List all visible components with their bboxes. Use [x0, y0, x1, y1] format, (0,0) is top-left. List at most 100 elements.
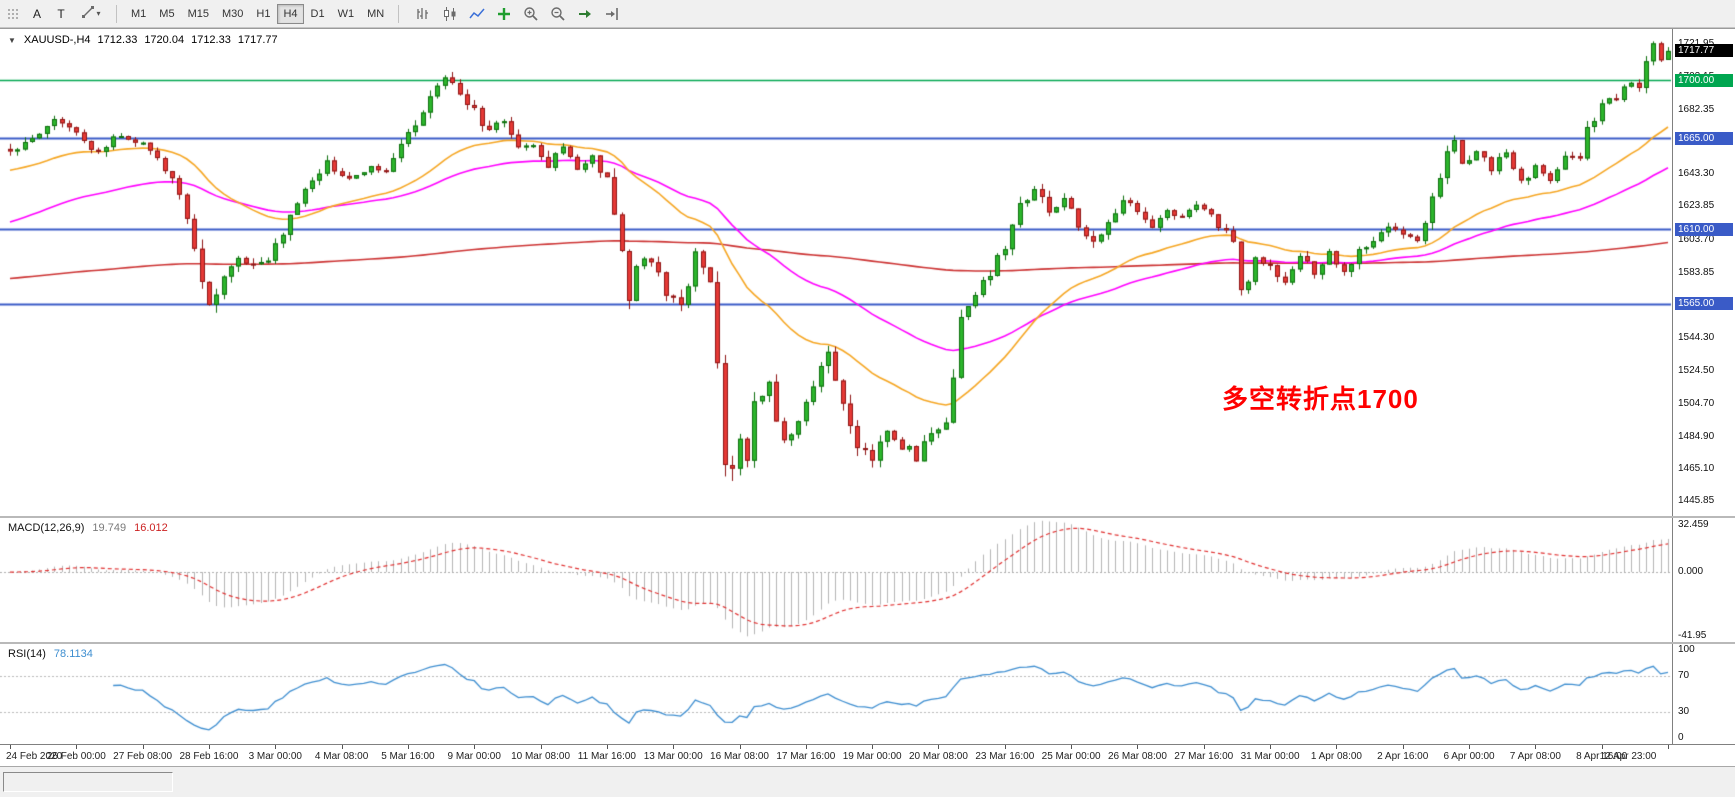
rsi-axis-label: 30 [1678, 706, 1690, 718]
timeframe-m1-button[interactable]: M1 [125, 4, 152, 24]
time-axis-tick [938, 745, 939, 749]
rsi-value: 78.1134 [53, 648, 93, 660]
time-axis-label: 3 Mar 00:00 [248, 751, 302, 762]
symbol-label: XAUUSD-,H4 [23, 34, 91, 46]
rsi-header: RSI(14) 78.1134 [8, 648, 93, 660]
time-axis-label: 4 Mar 08:00 [314, 751, 369, 762]
time-axis-tick [806, 745, 807, 749]
price-level-badge: 1610.00 [1675, 222, 1733, 236]
panel-splitter[interactable] [0, 642, 1735, 644]
main-chart-panel: ▼ XAUUSD-,H4 1712.33 1720.04 1712.33 171… [0, 29, 1735, 516]
time-axis-tick [1204, 745, 1205, 749]
macd-label: MACD(12,26,9) [8, 522, 85, 534]
timeframe-d1-button[interactable]: D1 [305, 4, 331, 24]
time-axis-tick [474, 745, 475, 749]
time-axis-tick [541, 745, 542, 749]
timeframe-m30-button[interactable]: M30 [216, 4, 249, 24]
time-axis-label: 7 Apr 08:00 [1509, 751, 1561, 762]
rsi-axis[interactable]: 100 70 30 0 [1672, 644, 1735, 744]
toolbar-separator [398, 4, 400, 23]
trendline-icon [81, 5, 95, 22]
line-chart-icon[interactable] [465, 2, 489, 26]
price-tick-label: 1465.10 [1678, 463, 1715, 475]
zoom-out-icon[interactable] [546, 2, 570, 26]
open-value: 1712.33 [97, 34, 138, 46]
time-axis-label: 10 Mar 08:00 [511, 751, 571, 762]
time-axis-tick [275, 745, 276, 749]
time-axis-tick [740, 745, 741, 749]
time-axis-tick [143, 745, 144, 749]
timeframe-h4-button[interactable]: H4 [277, 3, 304, 24]
candlestick-chart-icon[interactable] [438, 2, 462, 26]
high-value: 1720.04 [144, 34, 185, 46]
time-axis-tick [1336, 745, 1337, 749]
rsi-axis-label: 70 [1678, 669, 1690, 681]
time-axis-tick [408, 745, 409, 749]
price-level-badge: 1700.00 [1675, 73, 1733, 87]
price-tick-label: 1524.50 [1678, 365, 1715, 377]
timeframe-group: M1 M5 M15 M30 H1 H4 D1 W1 MN [125, 3, 390, 24]
time-axis-tick [607, 745, 608, 749]
time-axis-label: 13 Mar 00:00 [643, 751, 703, 762]
panel-splitter[interactable] [0, 516, 1735, 518]
time-axis-tick [1668, 745, 1669, 749]
collapse-panel-icon[interactable]: ▼ [8, 35, 16, 45]
time-axis-tick [1403, 745, 1404, 749]
rsi-axis-label: 0 [1678, 732, 1684, 743]
zoom-in-icon[interactable] [519, 2, 543, 26]
timeframe-mn-button[interactable]: MN [361, 4, 390, 24]
indicators-icon[interactable] [492, 2, 516, 26]
timeframe-w1-button[interactable]: W1 [332, 4, 361, 24]
time-axis-tick [1137, 745, 1138, 749]
chart-annotation-text[interactable]: 多空转折点1700 [1222, 384, 1419, 414]
toolbar-right-icons [411, 2, 624, 26]
price-tick-label: 1682.35 [1678, 103, 1715, 115]
timeframe-m5-button[interactable]: M5 [153, 4, 180, 24]
time-axis-label: 19 Mar 00:00 [842, 751, 902, 762]
price-level-badge: 1665.00 [1675, 131, 1733, 145]
time-axis-label: 6 Apr 00:00 [1443, 751, 1495, 762]
status-profile-box[interactable] [3, 772, 173, 792]
annotate-text-button[interactable]: A [26, 3, 48, 25]
chart-shift-icon[interactable] [600, 2, 624, 26]
text-tool-button[interactable]: T [50, 3, 72, 25]
macd-axis[interactable]: 32.459 0.000 -41.95 [1672, 518, 1735, 642]
macd-axis-label: -41.95 [1678, 630, 1707, 641]
time-axis-label: 25 Mar 00:00 [1041, 751, 1101, 762]
auto-scroll-icon[interactable] [573, 2, 597, 26]
time-axis[interactable]: 24 Feb 2020 26 Feb 00:00 27 Feb 08:00 28 Fe… [0, 744, 1735, 766]
macd-canvas[interactable] [0, 518, 1735, 642]
rsi-canvas[interactable] [0, 644, 1735, 744]
timeframe-h1-button[interactable]: H1 [250, 4, 276, 24]
time-axis-tick [1469, 745, 1470, 749]
time-axis-label: 26 Feb 00:00 [46, 751, 106, 762]
rsi-panel: RSI(14) 78.1134 100 70 30 0 [0, 644, 1735, 744]
main-chart-canvas[interactable] [0, 29, 1735, 516]
time-axis-label: 20 Mar 08:00 [909, 751, 968, 762]
price-tick-label: 1623.85 [1678, 200, 1715, 212]
time-axis-label: 12 Apr 23:00 [1599, 751, 1657, 762]
toolbar: A T ▾ M1 M5 M15 M30 H1 H4 D1 W1 MN [0, 0, 1735, 28]
time-axis-tick [1270, 745, 1271, 749]
macd-axis-label: 32.459 [1678, 519, 1709, 530]
chevron-down-icon: ▾ [96, 9, 101, 18]
time-axis-label: 31 Mar 00:00 [1240, 751, 1300, 762]
timeframe-m15-button[interactable]: M15 [182, 4, 215, 24]
time-axis-label: 26 Mar 08:00 [1107, 751, 1167, 762]
time-axis-tick [673, 745, 674, 749]
time-axis-label: 16 Mar 08:00 [710, 751, 769, 762]
price-tick-label: 1583.85 [1678, 266, 1715, 278]
low-value: 1712.33 [191, 34, 231, 46]
price-tick-label: 1445.85 [1678, 495, 1715, 507]
time-axis-label: 27 Mar 16:00 [1174, 751, 1234, 762]
price-tick-label: 1484.90 [1678, 430, 1715, 442]
macd-axis-label: 0.000 [1678, 566, 1704, 578]
time-axis-label: 11 Mar 16:00 [577, 751, 636, 762]
time-axis-label: 2 Apr 16:00 [1377, 751, 1429, 762]
price-axis[interactable]: 1721.951702.151682.351662.551643.301623.… [1672, 29, 1735, 516]
price-tick-label: 1544.30 [1678, 332, 1715, 344]
toolbar-grip-icon[interactable] [6, 7, 20, 21]
drawing-tools-button[interactable]: ▾ [74, 3, 108, 25]
time-axis-label: 17 Mar 16:00 [776, 751, 836, 762]
bar-chart-icon[interactable] [411, 2, 435, 26]
